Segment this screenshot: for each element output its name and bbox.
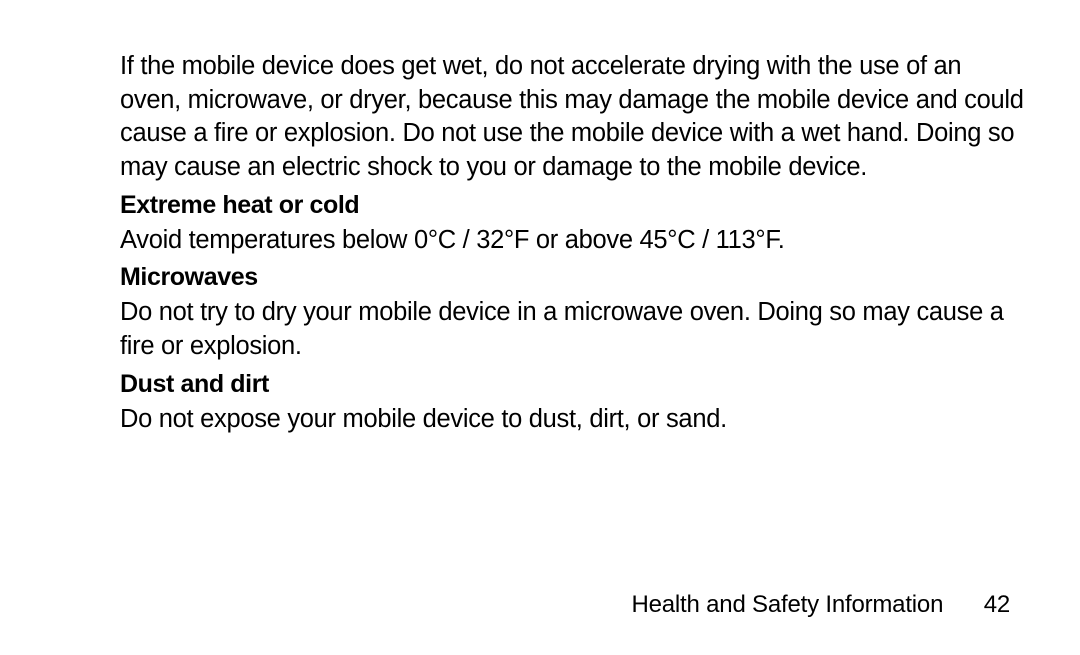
intro-paragraph: If the mobile device does get wet, do no… xyxy=(120,50,1024,185)
page-number: 42 xyxy=(984,591,1010,618)
body-dust-and-dirt: Do not expose your mobile device to dust… xyxy=(120,403,1024,437)
heading-extreme-heat-or-cold: Extreme heat or cold xyxy=(120,191,1024,220)
document-page: If the mobile device does get wet, do no… xyxy=(0,0,1080,655)
heading-microwaves: Microwaves xyxy=(120,263,1024,292)
page-footer: Health and Safety Information 42 xyxy=(632,591,1011,619)
footer-label: Health and Safety Information xyxy=(632,591,944,618)
heading-dust-and-dirt: Dust and dirt xyxy=(120,370,1024,399)
body-extreme-heat-or-cold: Avoid temperatures below 0°C / 32°F or a… xyxy=(120,224,1024,258)
body-microwaves: Do not try to dry your mobile device in … xyxy=(120,296,1024,363)
